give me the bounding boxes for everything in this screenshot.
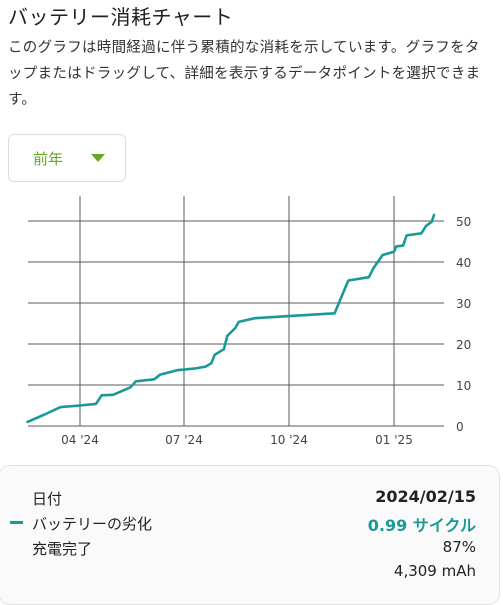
tooltip-capacity-value: 4,309 mAh <box>394 562 476 580</box>
tooltip-charge-label: 充電完了 <box>32 538 92 559</box>
y-tick-label: 50 <box>456 215 471 229</box>
chart-ticks: 0 10 20 30 40 50 04 '24 07 '24 10 '24 01 '25 <box>61 215 471 447</box>
battery-wear-chart[interactable]: 0 10 20 30 40 50 04 '24 07 '24 10 '24 01 '25 <box>0 192 503 460</box>
x-tick-label: 01 '25 <box>375 433 413 447</box>
range-dropdown-label: 前年 <box>33 148 63 169</box>
series-legend-swatch <box>10 521 23 524</box>
tooltip-series-value: 0.99 サイクル <box>368 512 476 536</box>
range-dropdown[interactable]: 前年 <box>8 134 126 182</box>
page-title: バッテリー消耗チャート <box>8 1 233 30</box>
y-tick-label: 20 <box>456 338 471 352</box>
y-tick-label: 40 <box>456 256 471 270</box>
tooltip-series-label: バッテリーの劣化 <box>32 513 152 534</box>
y-tick-label: 30 <box>456 297 471 311</box>
y-tick-label: 10 <box>456 379 471 393</box>
tooltip-date-label: 日付 <box>32 488 62 509</box>
x-tick-label: 10 '24 <box>270 433 308 447</box>
chart-series[interactable] <box>27 215 434 422</box>
tooltip-charge-value: 87% <box>443 538 476 556</box>
chart-grid <box>28 196 444 426</box>
tooltip-date-value: 2024/02/15 <box>375 487 476 506</box>
x-tick-label: 07 '24 <box>165 433 203 447</box>
page-description: このグラフは時間経過に伴う累積的な消耗を示しています。グラフをタップまたはドラッ… <box>8 35 494 113</box>
series-line-battery-wear[interactable] <box>28 215 435 422</box>
x-tick-label: 04 '24 <box>61 433 99 447</box>
y-tick-label: 0 <box>456 420 464 434</box>
chevron-down-icon <box>91 154 105 162</box>
